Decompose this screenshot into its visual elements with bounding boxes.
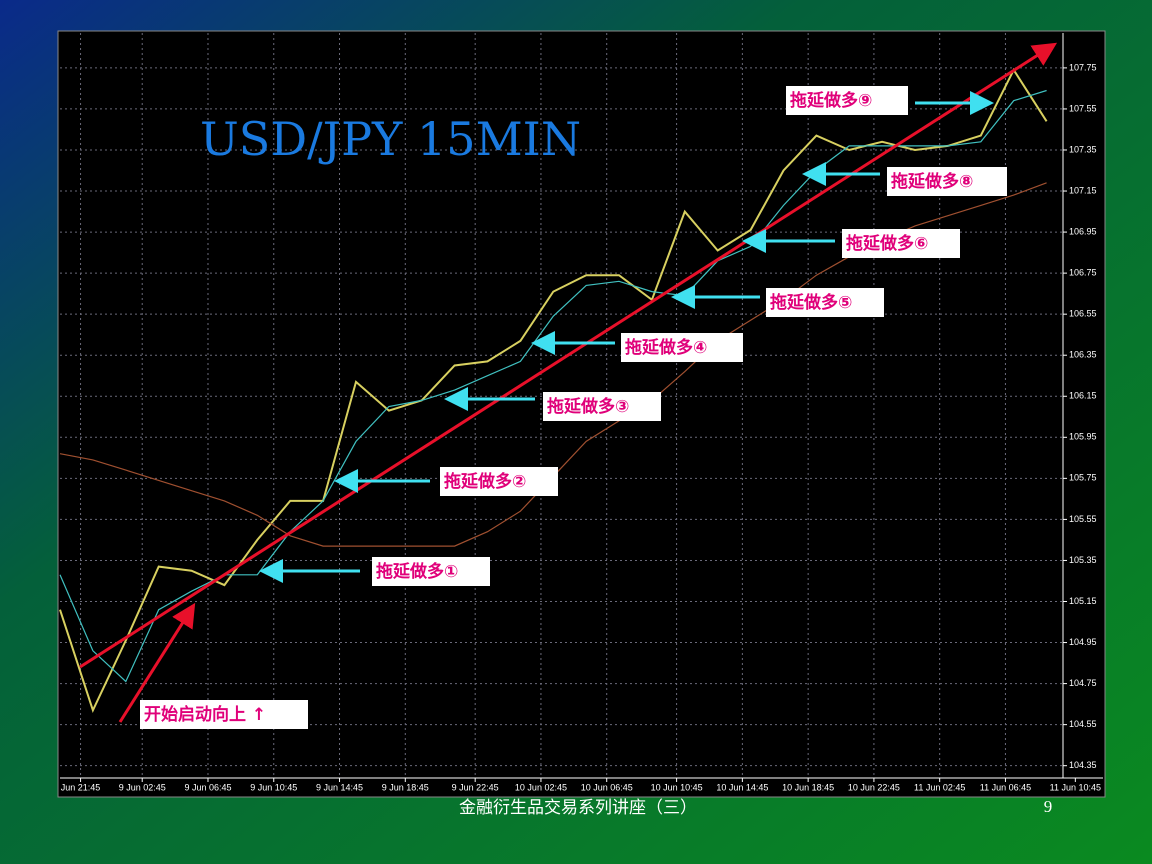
y-tick-label: 104.35 — [1069, 760, 1097, 770]
x-tick-label: 9 Jun 14:45 — [316, 782, 363, 792]
annotation: 开始启动向上 ↑ — [144, 704, 266, 725]
annotation: 拖延做多② — [444, 471, 526, 492]
x-tick-label: 10 Jun 06:45 — [581, 782, 633, 792]
y-tick-label: 105.15 — [1069, 596, 1097, 606]
y-tick-label: 105.75 — [1069, 473, 1097, 483]
annotation: 拖延做多⑨ — [790, 90, 872, 111]
annotation: 拖延做多⑥ — [846, 233, 928, 254]
x-tick-label: 9 Jun 10:45 — [250, 782, 297, 792]
footer: 金融衍生品交易系列讲座（三） — [459, 798, 697, 818]
x-tick-label: 10 Jun 14:45 — [716, 782, 768, 792]
annotation-box — [887, 167, 1007, 196]
annotation: 拖延做多⑧ — [891, 171, 973, 192]
y-tick-label: 106.75 — [1069, 267, 1097, 277]
annotation: 拖延做多⑤ — [770, 292, 852, 313]
annotation-box — [440, 467, 558, 496]
trend-arrow — [79, 42, 1058, 669]
x-tick-label: 11 Jun 02:45 — [914, 782, 965, 792]
y-tick-label: 105.35 — [1069, 555, 1097, 565]
x-tick-label: 9 Jun 22:45 — [452, 782, 499, 792]
y-tick-label: 104.75 — [1069, 678, 1097, 688]
annotation-box — [786, 86, 908, 115]
x-tick-label: 9 Jun 06:45 — [184, 782, 231, 792]
x-tick-label: 10 Jun 10:45 — [651, 782, 703, 792]
annotation-box — [766, 288, 884, 317]
y-tick-label: 107.75 — [1069, 62, 1097, 72]
annotation: 拖延做多① — [376, 561, 458, 582]
annotation: 拖延做多④ — [625, 337, 707, 358]
x-tick-label: 9 Jun 02:45 — [119, 782, 166, 792]
x-tick-label: 9 Jun 18:45 — [382, 782, 429, 792]
x-tick-label: 10 Jun 18:45 — [782, 782, 834, 792]
page-number: 9 — [1044, 797, 1053, 816]
start-arrow — [118, 602, 196, 723]
annotation-box — [621, 333, 743, 362]
annotation-box — [372, 557, 490, 586]
chart-title: USD/JPY 15MIN — [200, 112, 581, 166]
series-line — [59, 67, 1048, 714]
annotation: 拖延做多③ — [547, 396, 629, 417]
y-tick-label: 106.15 — [1069, 391, 1097, 401]
y-tick-label: 104.95 — [1069, 637, 1097, 647]
y-tick-label: 107.15 — [1069, 185, 1097, 195]
x-tick-label: 11 Jun 06:45 — [980, 782, 1031, 792]
x-tick-label: 10 Jun 22:45 — [848, 782, 900, 792]
y-tick-label: 104.55 — [1069, 719, 1097, 729]
x-tick-label: 10 Jun 02:45 — [515, 782, 567, 792]
annotation-box — [140, 700, 308, 729]
y-tick-label: 106.95 — [1069, 226, 1097, 236]
annotation-box — [543, 392, 661, 421]
y-tick-label: 105.55 — [1069, 514, 1097, 524]
y-tick-label: 105.95 — [1069, 432, 1097, 442]
y-tick-label: 107.55 — [1069, 103, 1097, 113]
y-tick-label: 107.35 — [1069, 144, 1097, 154]
x-tick-label: Jun 21:45 — [61, 782, 101, 792]
y-tick-label: 106.55 — [1069, 309, 1097, 319]
annotation-box — [842, 229, 960, 258]
y-tick-label: 106.35 — [1069, 350, 1097, 360]
x-tick-label: 11 Jun 10:45 — [1050, 782, 1101, 792]
